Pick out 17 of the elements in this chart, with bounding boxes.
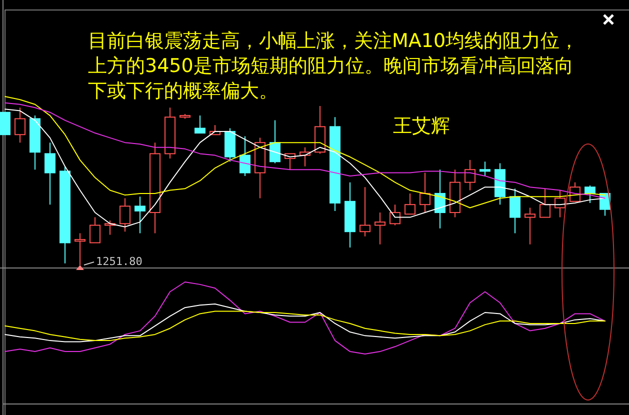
candlestick	[150, 142, 160, 234]
candlestick	[164, 107, 176, 159]
annotation: 1251.80	[96, 255, 142, 268]
candlestick	[134, 196, 146, 234]
candlestick	[450, 169, 460, 218]
annotation: 王艾辉	[393, 114, 450, 139]
candlestick	[74, 232, 86, 266]
candlestick	[344, 182, 356, 248]
text: 目前白银震荡走高，小幅上涨，关注MA10均线的阻力位，上方的3450是市场短期的阻力位。晚间市场看冲高回落向下或下行的概率偏大。	[88, 29, 580, 104]
candlestick	[390, 204, 400, 226]
candlestick	[44, 142, 56, 206]
candlestick	[14, 107, 26, 144]
candlestick	[434, 169, 446, 229]
candlestick	[330, 116, 340, 212]
candlestick	[464, 160, 476, 191]
candlestick	[360, 186, 370, 237]
candlestick	[374, 212, 386, 245]
